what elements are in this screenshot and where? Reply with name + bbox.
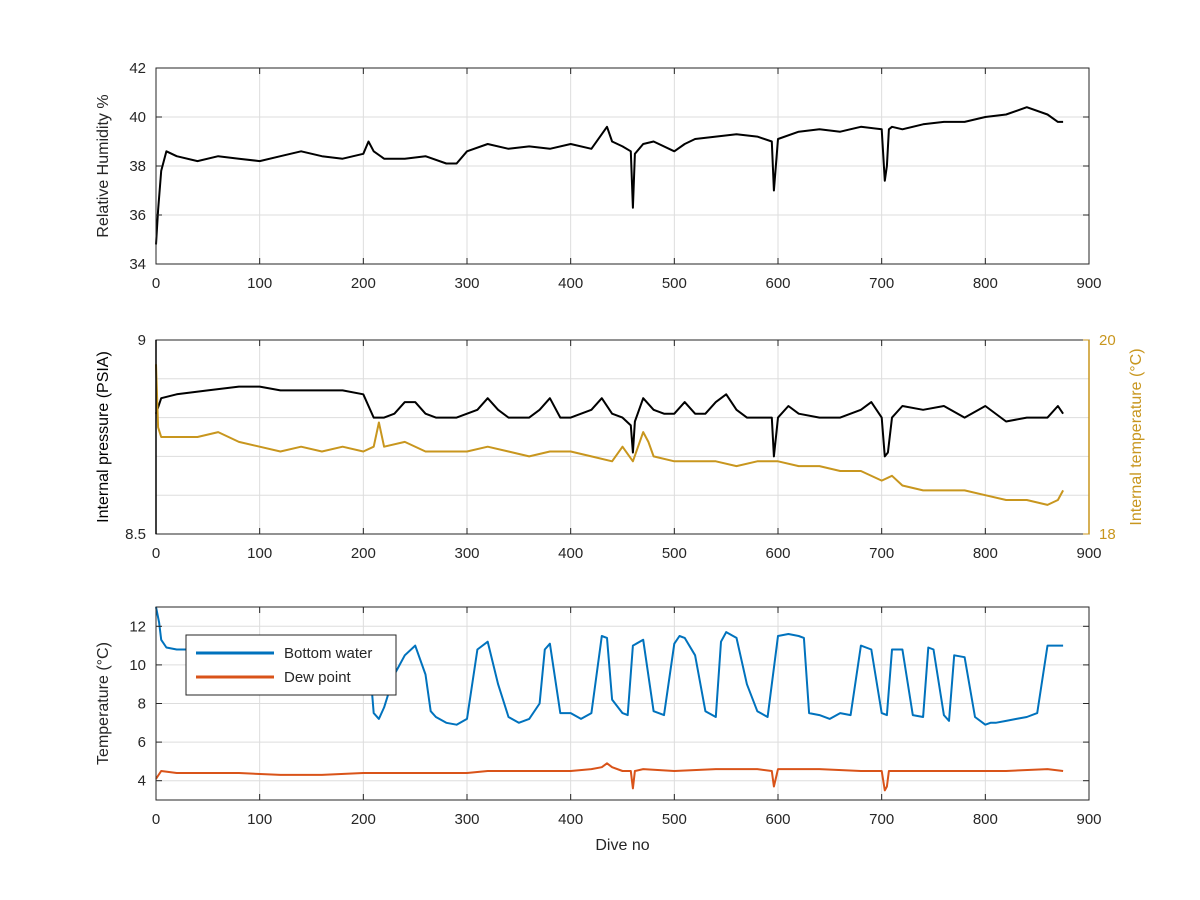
x-tick-label: 500 xyxy=(662,811,687,828)
x-tick-label: 200 xyxy=(351,545,376,562)
x-tick-label: 500 xyxy=(662,275,687,292)
temperature-ticks: 0 100 200 300 400 500 600 700 800 900 4 6 8 10 12 xyxy=(129,607,1102,828)
temperature-series xyxy=(155,606,1064,792)
x-tick-label: 100 xyxy=(247,811,272,828)
y-tick-label: 38 xyxy=(129,158,146,175)
series-line-1 xyxy=(155,364,1064,506)
y-tick-label: 36 xyxy=(129,207,146,224)
series-line-0 xyxy=(155,385,1064,458)
x-tick-label: 900 xyxy=(1076,275,1101,292)
legend-box xyxy=(185,634,397,696)
x-tick-label: 0 xyxy=(152,811,160,828)
x-tick-label: 400 xyxy=(558,811,583,828)
y-tick-label: 8.5 xyxy=(125,526,146,543)
series-line-0 xyxy=(155,606,1064,726)
x-tick-label: 700 xyxy=(869,275,894,292)
humidity-grid xyxy=(156,68,1089,264)
temperature-panel: 0 100 200 300 400 500 600 700 800 900 4 6 8 10 12 Temp… xyxy=(95,606,1102,854)
y-tick-label: 10 xyxy=(129,657,146,674)
legend-label-dew-point: Dew point xyxy=(284,669,352,686)
x-tick-label: 300 xyxy=(454,545,479,562)
x-tick-label: 100 xyxy=(247,275,272,292)
x-tick-label: 200 xyxy=(351,811,376,828)
dive-no-x-axis-label: Dive no xyxy=(595,837,649,854)
x-tick-label: 800 xyxy=(973,275,998,292)
x-tick-label: 600 xyxy=(765,545,790,562)
temperature-legend: Bottom water Dew point xyxy=(185,634,397,696)
y-tick-label: 12 xyxy=(129,618,146,635)
y-tick-label: 4 xyxy=(138,773,146,790)
x-tick-label: 100 xyxy=(247,545,272,562)
x-tick-label: 0 xyxy=(152,275,160,292)
pressure-ticks: 0 100 200 300 400 500 600 700 800 900 8.5 9 18 20 xyxy=(125,332,1116,562)
pressure-series xyxy=(155,364,1064,506)
pressure-y-axis-label: Internal pressure (PSIA) xyxy=(95,351,112,523)
legend-label-bottom-water: Bottom water xyxy=(284,645,372,662)
x-tick-label: 400 xyxy=(558,545,583,562)
x-tick-label: 400 xyxy=(558,275,583,292)
x-tick-label: 700 xyxy=(869,545,894,562)
x-tick-label: 800 xyxy=(973,545,998,562)
y-tick-label: 42 xyxy=(129,60,146,77)
x-tick-label: 200 xyxy=(351,275,376,292)
x-tick-label: 800 xyxy=(973,811,998,828)
y-tick-label: 8 xyxy=(138,696,146,713)
x-tick-label: 300 xyxy=(454,275,479,292)
y-tick-label: 6 xyxy=(138,734,146,751)
x-tick-label: 700 xyxy=(869,811,894,828)
series-line-1 xyxy=(155,762,1064,792)
x-tick-label: 0 xyxy=(152,545,160,562)
x-tick-label: 600 xyxy=(765,811,790,828)
y-tick-label: 9 xyxy=(138,332,146,349)
humidity-y-axis-label: Relative Humidity % xyxy=(95,94,112,237)
pressure-panel: 0 100 200 300 400 500 600 700 800 900 8.5 9 18 20 Int… xyxy=(95,332,1145,562)
right-y-tick-label: 18 xyxy=(1099,526,1116,543)
series-line-0 xyxy=(155,106,1064,245)
y-tick-label: 34 xyxy=(129,256,146,273)
humidity-panel: 0 100 200 300 400 500 600 700 800 900 34 36 38 40 42 R… xyxy=(95,60,1102,292)
humidity-ticks: 0 100 200 300 400 500 600 700 800 900 34 36 38 40 42 xyxy=(129,60,1101,292)
x-tick-label: 500 xyxy=(662,545,687,562)
x-tick-label: 900 xyxy=(1076,545,1101,562)
internal-temperature-y-axis-label: Internal temperature (°C) xyxy=(1128,348,1145,525)
x-tick-label: 900 xyxy=(1076,811,1101,828)
right-y-tick-label: 20 xyxy=(1099,332,1116,349)
x-tick-label: 600 xyxy=(765,275,790,292)
humidity-series xyxy=(155,106,1064,245)
y-tick-label: 40 xyxy=(129,109,146,126)
x-tick-label: 300 xyxy=(454,811,479,828)
temperature-y-axis-label: Temperature (°C) xyxy=(95,642,112,765)
